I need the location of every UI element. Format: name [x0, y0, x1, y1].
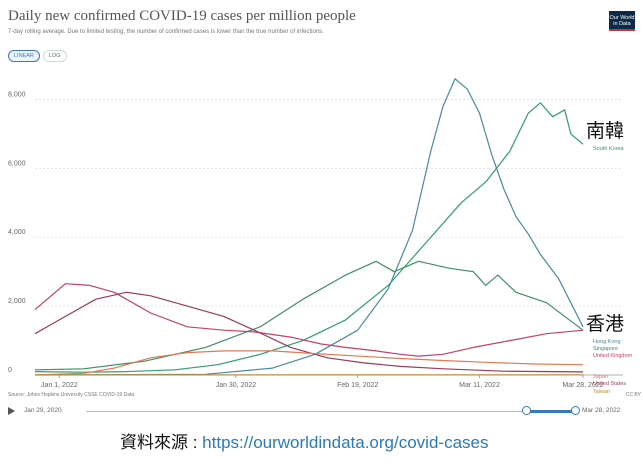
y-tick-label: 6,000	[8, 160, 26, 167]
source-note[interactable]: Source: Johns Hopkins University CSSE CO…	[8, 392, 135, 398]
series-label: South Korea	[593, 146, 625, 152]
chart-title: Daily new confirmed COVID-19 cases per m…	[8, 8, 356, 24]
timeline-selected-range	[527, 410, 575, 413]
play-icon[interactable]	[8, 407, 15, 415]
x-tick-label: Mar 28, 2022	[562, 382, 603, 389]
annotation-hongkong: 香港	[586, 313, 624, 335]
source-url-link[interactable]: https://ourworldindata.org/covid-cases	[202, 433, 489, 452]
logo-line-1: Our World	[609, 15, 635, 21]
series-line-hong-kong	[34, 78, 584, 376]
scale-toggle: LINEAR LOG	[8, 50, 67, 62]
log-scale-button[interactable]: LOG	[42, 50, 67, 62]
source-annotation-label: 資料來源 :	[120, 433, 203, 452]
owid-logo[interactable]: Our World in Data	[609, 11, 635, 31]
timeline-track[interactable]	[86, 411, 575, 412]
y-tick-label: 0	[8, 367, 12, 374]
x-tick-label: Mar 11, 2022	[459, 382, 500, 389]
series-line-south-korea	[34, 102, 584, 373]
x-tick-label: Jan 30, 2022	[216, 382, 257, 389]
series-line-united-states	[34, 291, 584, 373]
license-link[interactable]: CC BY	[625, 392, 641, 398]
timeline-start-label: Jan 29, 2020	[24, 407, 62, 414]
timeline-start-handle[interactable]	[522, 406, 531, 415]
series-label: Hong Kong	[593, 339, 621, 345]
x-tick-label: Jan 1, 2022	[41, 382, 78, 389]
series-line-japan	[34, 350, 584, 376]
series-label: Singapore	[593, 346, 618, 352]
logo-line-2: in Data	[613, 21, 631, 27]
timeline-end-label: Mar 28, 2022	[582, 407, 621, 414]
series-label: Japan	[593, 374, 608, 380]
linear-scale-button[interactable]: LINEAR	[8, 50, 40, 62]
y-tick-label: 2,000	[8, 298, 26, 305]
y-tick-label: 8,000	[8, 91, 26, 98]
series-label: Taiwan	[593, 389, 610, 395]
series-label: United Kingdom	[593, 353, 633, 359]
timeline-slider[interactable]: Jan 29, 2020 Mar 28, 2022	[0, 403, 643, 421]
series-line-singapore	[34, 260, 584, 371]
timeline-end-handle[interactable]	[571, 406, 580, 415]
series-label: United States	[593, 381, 626, 387]
annotation-korea: 南韓	[586, 120, 624, 142]
chart-subtitle: 7-day rolling average. Due to limited te…	[8, 29, 324, 35]
y-tick-label: 4,000	[8, 229, 26, 236]
x-tick-label: Feb 19, 2022	[337, 382, 378, 389]
source-annotation: 資料來源 : https://ourworldindata.org/covid-…	[120, 428, 488, 453]
series-line-united-kingdom	[34, 283, 584, 357]
